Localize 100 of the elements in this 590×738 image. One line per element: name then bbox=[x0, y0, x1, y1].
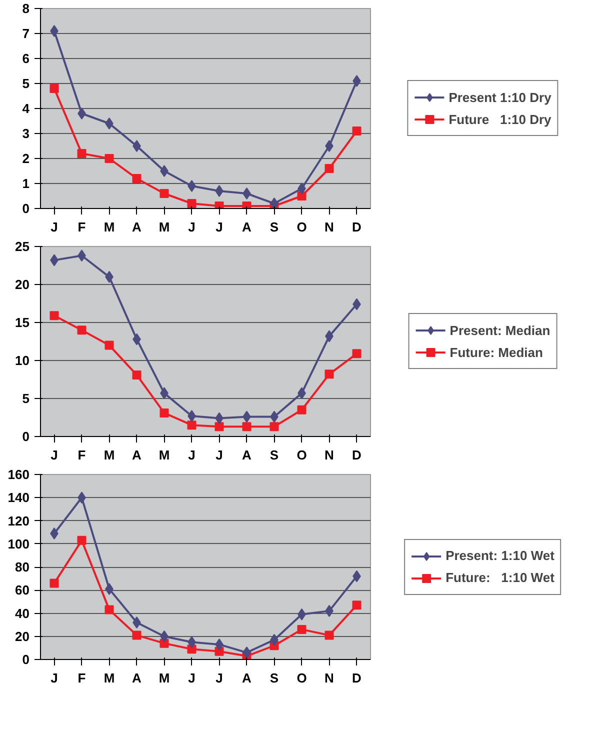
point bbox=[132, 140, 141, 152]
x-tick-label: S bbox=[270, 448, 279, 462]
point bbox=[132, 370, 142, 380]
y-tick-label: 4 bbox=[22, 101, 30, 116]
x-tick-label: O bbox=[296, 448, 307, 462]
point bbox=[352, 349, 362, 358]
x-tick-label: O bbox=[296, 670, 307, 686]
point bbox=[242, 422, 252, 432]
x-tick-label: A bbox=[132, 220, 142, 234]
y-tick-label: 0 bbox=[22, 201, 30, 216]
x-tick-label: S bbox=[270, 220, 279, 234]
point bbox=[298, 182, 306, 194]
point bbox=[104, 154, 114, 163]
point bbox=[50, 311, 59, 320]
y-tick-label: 1 bbox=[22, 176, 30, 191]
y-tick-label: 80 bbox=[15, 560, 30, 574]
y-tick-label: 3 bbox=[22, 126, 30, 141]
legend-label: Present 1:10 Dry bbox=[448, 90, 552, 104]
point bbox=[50, 84, 59, 93]
y-tick-label: 140 bbox=[8, 490, 30, 506]
y-tick-label: 25 bbox=[15, 239, 30, 254]
y-tick-label: 5 bbox=[22, 76, 30, 91]
point bbox=[242, 188, 251, 200]
point bbox=[214, 202, 224, 208]
x-tick-label: J bbox=[50, 670, 58, 686]
x-tick-label: F bbox=[78, 220, 86, 234]
point bbox=[77, 149, 86, 158]
point bbox=[50, 25, 58, 37]
point bbox=[77, 536, 86, 545]
x-tick-label: A bbox=[242, 448, 252, 462]
point bbox=[187, 199, 196, 208]
x-tick-label: J bbox=[188, 220, 196, 234]
point bbox=[297, 192, 306, 200]
x-tick-label: D bbox=[352, 448, 362, 462]
legend-label: Present: 1:10 Wet bbox=[446, 548, 554, 563]
point bbox=[297, 405, 306, 414]
point bbox=[78, 108, 86, 120]
point bbox=[352, 600, 362, 610]
point bbox=[188, 180, 196, 192]
point bbox=[324, 164, 334, 173]
y-tick-label: 20 bbox=[15, 277, 30, 292]
point bbox=[132, 630, 142, 640]
y-tick-label: 40 bbox=[15, 606, 30, 621]
x-tick-label: N bbox=[324, 220, 334, 234]
x-tick-label: J bbox=[188, 448, 196, 462]
y-tick-label: 5 bbox=[22, 391, 30, 406]
y-tick-label: 15 bbox=[15, 315, 30, 330]
point bbox=[270, 422, 279, 432]
x-tick-label: A bbox=[132, 670, 142, 686]
point bbox=[242, 202, 252, 208]
y-tick-label: 100 bbox=[8, 536, 30, 552]
point bbox=[352, 126, 362, 136]
y-tick-label: 0 bbox=[22, 652, 30, 667]
x-tick-label: M bbox=[158, 448, 170, 462]
x-tick-label: A bbox=[242, 670, 252, 686]
x-tick-label: S bbox=[270, 670, 279, 686]
x-tick-label: J bbox=[216, 448, 223, 462]
y-tick-label: 10 bbox=[15, 353, 30, 368]
legend-label: Future: Median bbox=[450, 344, 543, 360]
x-tick-label: N bbox=[324, 670, 334, 686]
point bbox=[160, 165, 168, 177]
y-tick-label: 6 bbox=[22, 51, 30, 66]
point bbox=[324, 370, 334, 379]
point bbox=[132, 174, 142, 183]
x-tick-label: M bbox=[104, 670, 115, 686]
x-tick-label: N bbox=[324, 448, 334, 462]
point bbox=[325, 140, 334, 152]
point bbox=[132, 616, 141, 628]
y-tick-label: 8 bbox=[22, 1, 30, 16]
x-tick-label: J bbox=[216, 220, 223, 234]
point bbox=[50, 578, 59, 588]
y-tick-label: 160 bbox=[8, 467, 30, 482]
x-tick-label: J bbox=[188, 670, 196, 686]
y-tick-label: 60 bbox=[15, 582, 30, 598]
point bbox=[77, 326, 86, 335]
point bbox=[214, 422, 224, 432]
point bbox=[324, 630, 334, 640]
y-tick-label: 0 bbox=[22, 429, 30, 444]
point bbox=[160, 189, 169, 198]
legend-label: Future 1:10 Dry bbox=[448, 112, 552, 126]
x-tick-label: F bbox=[78, 670, 86, 686]
x-tick-label: J bbox=[216, 670, 223, 686]
point bbox=[297, 624, 306, 634]
y-tick-label: 2 bbox=[22, 151, 30, 166]
legend-label: Present: Median bbox=[450, 322, 550, 338]
y-tick-label: 120 bbox=[8, 513, 30, 528]
legend-label: Future: 1:10 Wet bbox=[446, 570, 554, 585]
x-tick-label: J bbox=[50, 220, 58, 234]
point bbox=[187, 420, 196, 430]
x-tick-label: A bbox=[132, 448, 142, 462]
x-tick-label: D bbox=[352, 220, 362, 234]
point bbox=[104, 340, 114, 350]
y-tick-label: 20 bbox=[15, 628, 30, 644]
point bbox=[105, 118, 114, 130]
point bbox=[160, 408, 169, 418]
point bbox=[215, 185, 224, 197]
x-tick-label: A bbox=[242, 220, 252, 234]
x-tick-label: O bbox=[296, 220, 307, 234]
point bbox=[270, 198, 278, 208]
x-tick-label: M bbox=[158, 670, 170, 686]
